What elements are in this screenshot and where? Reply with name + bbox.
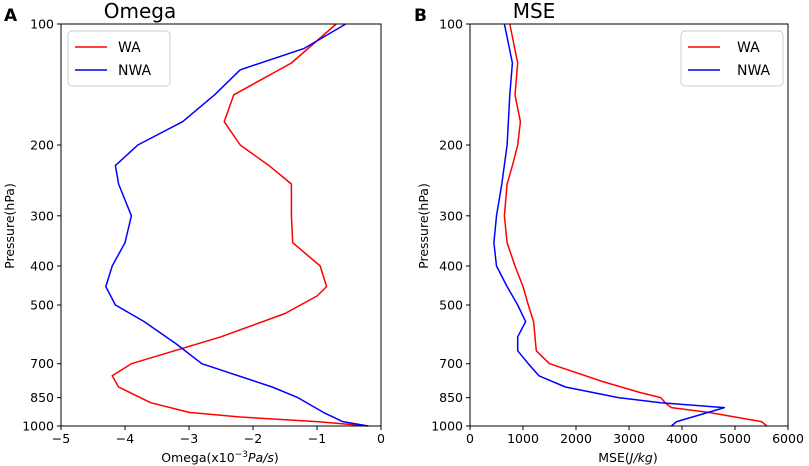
panel-a-ytick-label: 850 bbox=[30, 390, 54, 405]
panel-a-series-nwa bbox=[105, 23, 369, 427]
panel-a-ytick-label: 300 bbox=[30, 208, 54, 223]
panel-b-series-wa bbox=[503, 23, 768, 427]
panel-a-label: A bbox=[4, 6, 18, 26]
panel-a-legend: WA NWA bbox=[67, 30, 171, 87]
panel-a-title: Omega bbox=[104, 0, 176, 23]
panel-a-xtick-label: −1 bbox=[308, 431, 326, 446]
panel-b-xtick-label: 6000 bbox=[772, 431, 804, 446]
panel-a-legend-wa: WA bbox=[118, 40, 141, 56]
panel-b-xtick-label: 4000 bbox=[666, 431, 698, 446]
panel-a-ytick-label: 1000 bbox=[22, 419, 54, 434]
panel-a-xtick-label: −2 bbox=[244, 431, 262, 446]
panel-b-xtick-label: 5000 bbox=[719, 431, 751, 446]
panel-b-xlabel: MSE(J/kg) bbox=[598, 450, 657, 465]
panel-b-ytick-label: 300 bbox=[439, 208, 463, 223]
panel-b-xtick-label: 1000 bbox=[507, 431, 539, 446]
panel-a-ytick-label: 500 bbox=[30, 297, 54, 312]
panel-b-ylabel: Pressure(hPa) bbox=[416, 183, 431, 269]
panel-b-ytick-label: 100 bbox=[439, 17, 463, 32]
panel-b-ytick-label: 200 bbox=[439, 138, 463, 153]
panel-b-title: MSE bbox=[513, 0, 556, 23]
panel-b-xtick-label: 0 bbox=[466, 431, 474, 446]
panel-b-plot: 0 1000 2000 3000 4000 5000 6000100200300400500… bbox=[431, 17, 804, 447]
panel-a-legend-box bbox=[67, 30, 171, 87]
panel-b-series-nwa bbox=[493, 23, 726, 427]
panel-b-legend-wa: WA bbox=[737, 40, 760, 56]
panel-a-omega: A Omega Pressure(hPa) Omega(x10−3Pa/s) −… bbox=[2, 0, 385, 465]
panel-b-ytick-label: 400 bbox=[439, 259, 463, 274]
panel-a-legend-nwa: NWA bbox=[118, 63, 152, 79]
panel-a-ytick-label: 400 bbox=[30, 259, 54, 274]
panel-a-xtick-label: −3 bbox=[180, 431, 198, 446]
panel-b-legend-box bbox=[680, 30, 784, 87]
panel-a-xtick-label: −5 bbox=[52, 431, 70, 446]
panel-b-ytick-label: 700 bbox=[439, 356, 463, 371]
panel-a-xlabel: Omega(x10−3Pa/s) bbox=[161, 450, 279, 465]
panel-b-ytick-label: 500 bbox=[439, 297, 463, 312]
panel-a-xtick-label: 0 bbox=[377, 431, 385, 446]
panel-b-xtick-label: 3000 bbox=[613, 431, 645, 446]
panel-a-xtick-label: −4 bbox=[116, 431, 134, 446]
panel-a-ytick-label: 100 bbox=[30, 17, 54, 32]
panel-b-legend-nwa: NWA bbox=[737, 63, 771, 79]
panel-a-series-wa bbox=[111, 23, 369, 427]
panel-a-ylabel: Pressure(hPa) bbox=[2, 183, 17, 269]
panel-b-label: B bbox=[414, 6, 427, 26]
panel-b-mse: B MSE Pressure(hPa) MSE(J/kg) 0 1000 2000 3… bbox=[414, 0, 804, 465]
panel-b-legend: WA NWA bbox=[680, 30, 784, 87]
panel-b-xtick-label: 2000 bbox=[560, 431, 592, 446]
panel-b-ytick-label: 1000 bbox=[431, 419, 463, 434]
panel-b-ytick-label: 850 bbox=[439, 390, 463, 405]
panel-a-frame bbox=[60, 23, 382, 427]
panel-a-plot: −5 −4 −3 −2 −1 0 100 200 300 400 500 700 850 1000 bbox=[22, 17, 385, 447]
panel-b-frame bbox=[469, 23, 789, 427]
panel-a-ytick-label: 700 bbox=[30, 356, 54, 371]
panel-a-ytick-label: 200 bbox=[30, 138, 54, 153]
